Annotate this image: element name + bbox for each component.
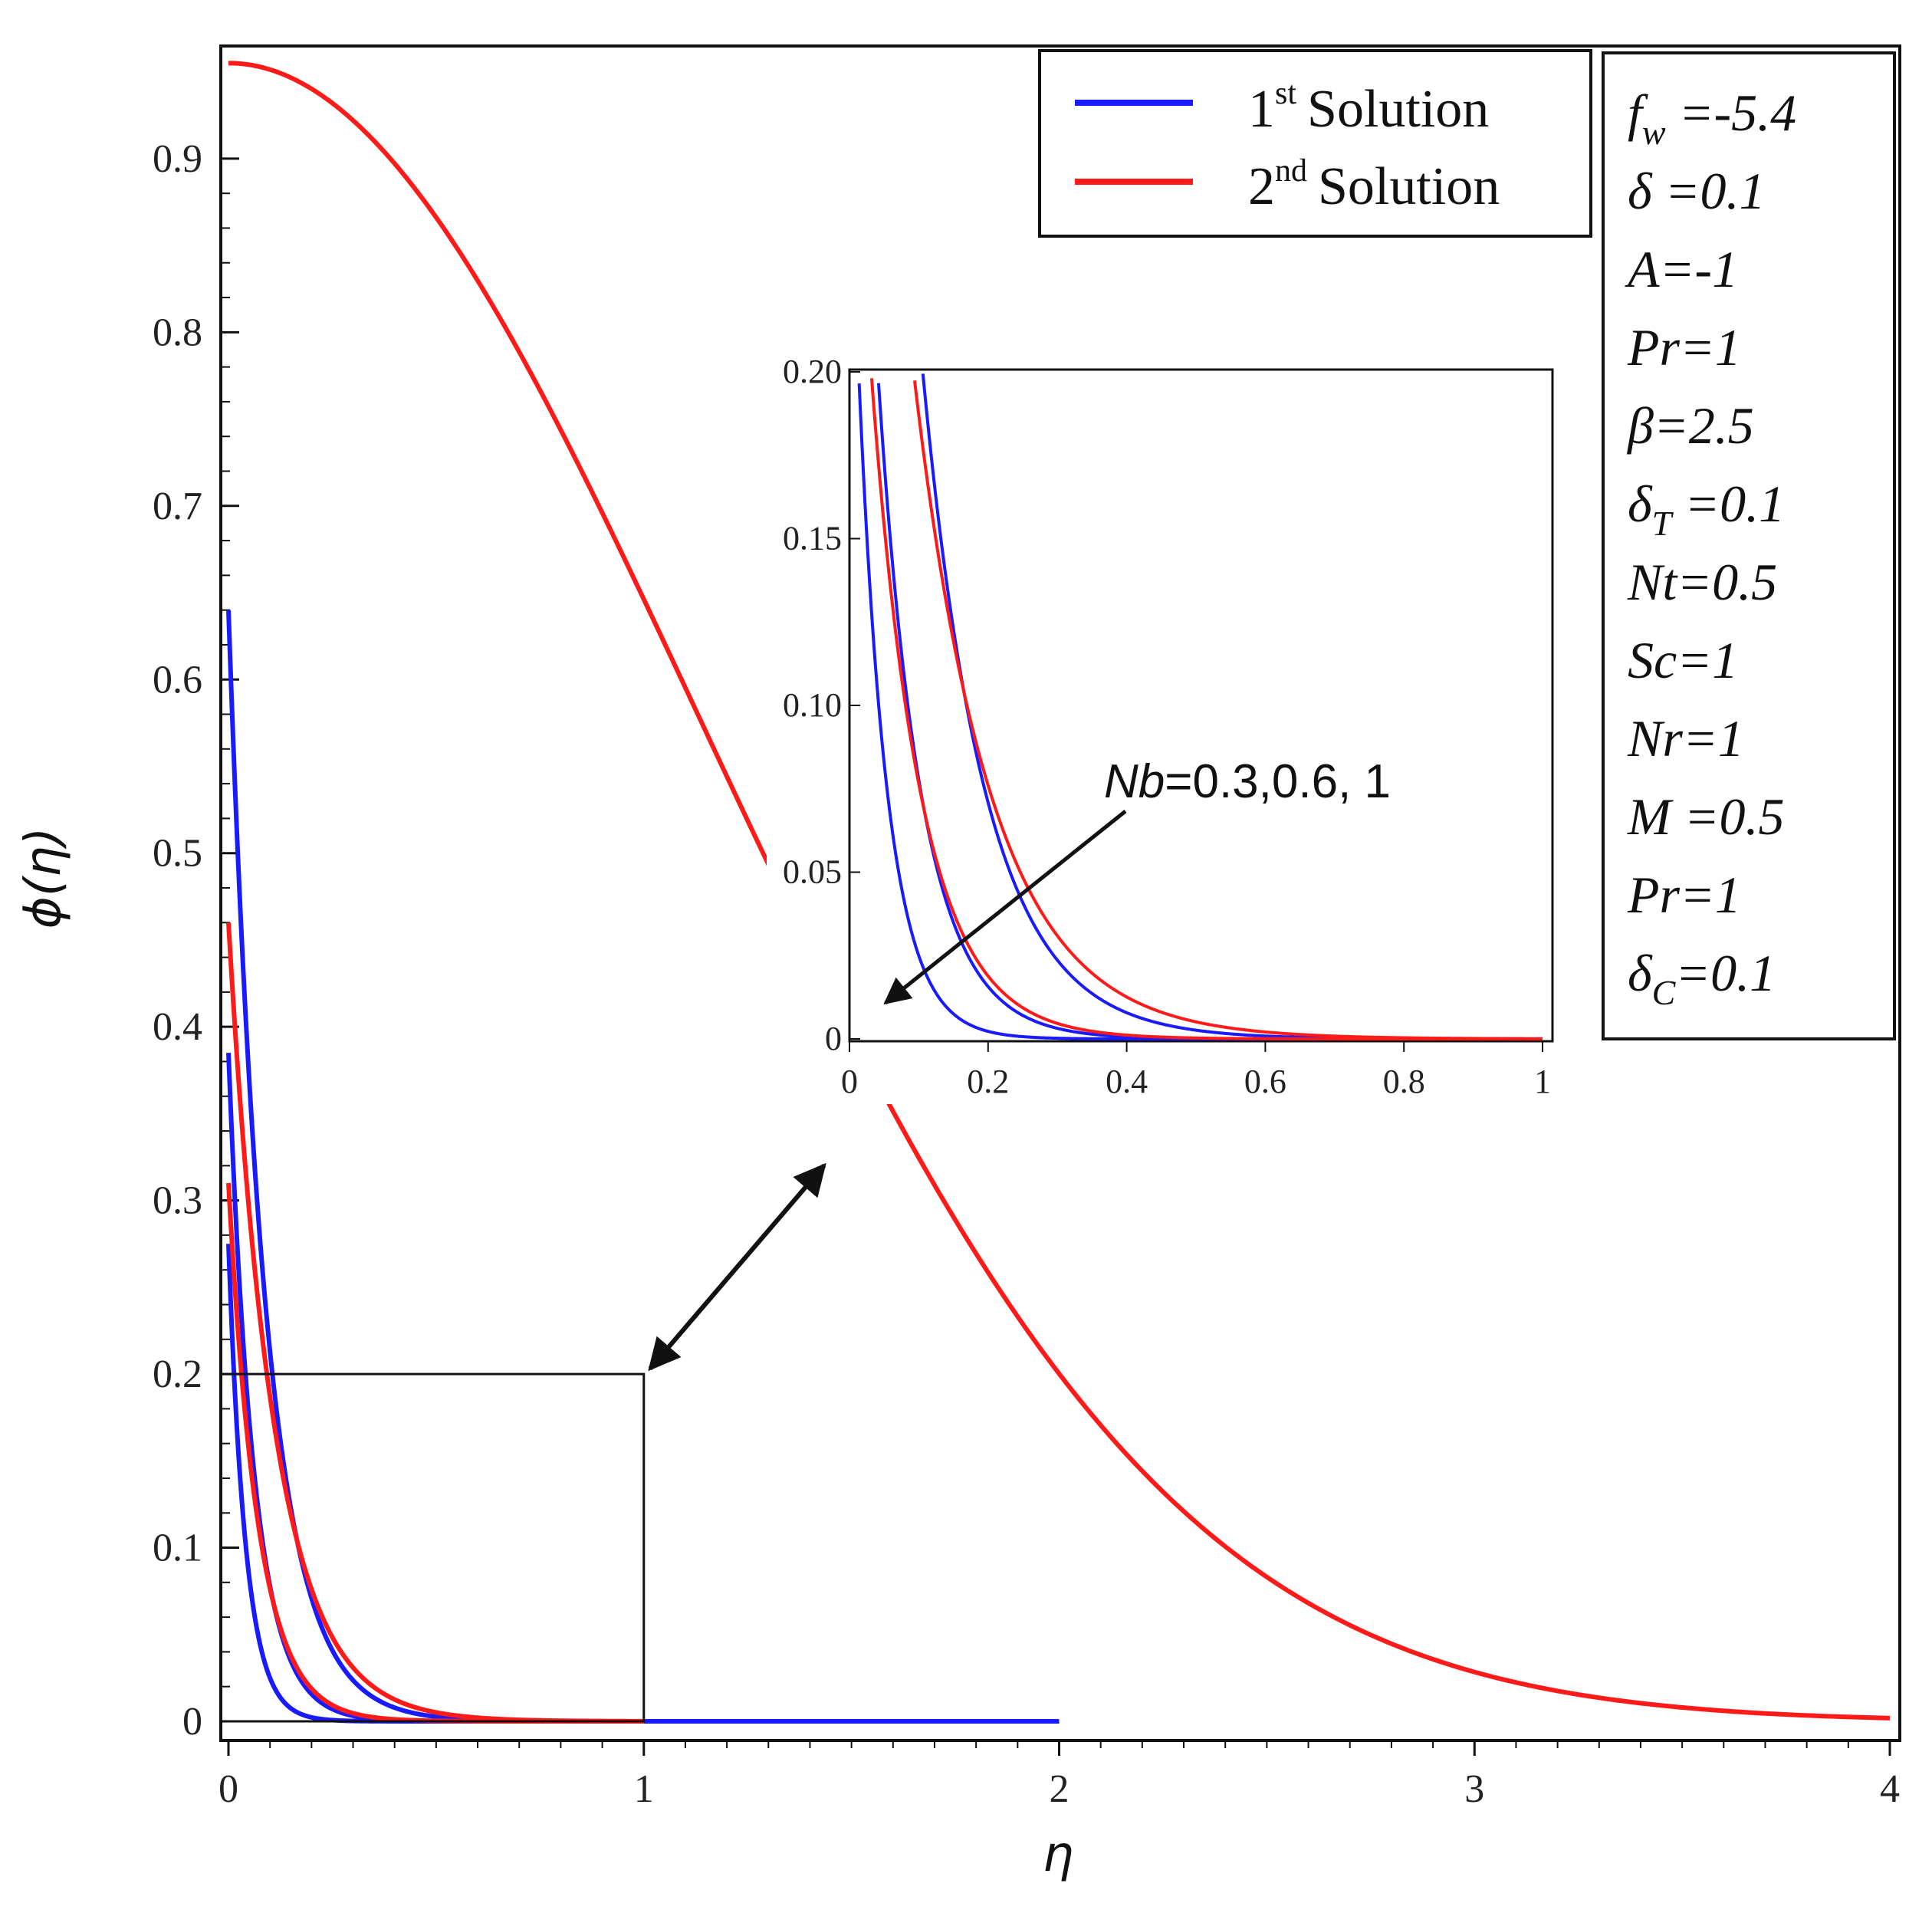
x-tick-label: 3 xyxy=(1464,1767,1484,1811)
y-tick-label: 0.7 xyxy=(153,485,202,528)
inset-y-ticks: 0 0.05 0.10 0.15 0.20 xyxy=(783,353,860,1057)
x-tick-label: 4 xyxy=(1880,1767,1900,1811)
series-line-6 xyxy=(226,1182,644,1724)
inset-x-tick-label: 0 xyxy=(841,1063,858,1100)
parameter-entry: A=-1 xyxy=(1625,240,1738,298)
y-tick-label: 0.3 xyxy=(153,1179,202,1223)
inset-x-tick-label: 0.6 xyxy=(1244,1063,1286,1100)
inset-y-tick-label: 0.10 xyxy=(783,686,842,724)
legend-label-first: 1st Solution xyxy=(1248,76,1489,139)
inset-y-tick-label: 0 xyxy=(825,1020,842,1057)
inset-x-tick-label: 0.2 xyxy=(967,1063,1009,1100)
y-tick-label: 0.6 xyxy=(153,658,202,702)
y-tick-label: 0.5 xyxy=(153,832,202,876)
parameter-frame xyxy=(1602,51,1896,1040)
x-axis-label: η xyxy=(1043,1826,1074,1883)
x-tick-label: 1 xyxy=(634,1767,654,1811)
parameter-entry: Pr=1 xyxy=(1627,318,1741,376)
parameter-entry: δC=0.1 xyxy=(1628,944,1776,1012)
parameter-box: fw =-5.4δ =0.1A=-1Pr=1β=2.5δT =0.1Nt=0.5… xyxy=(1602,51,1896,1040)
legend-label-second: 2nd Solution xyxy=(1248,153,1500,216)
y-tick-label: 0 xyxy=(182,1700,202,1744)
inset-y-tick-label: 0.05 xyxy=(783,853,842,891)
parameter-list: fw =-5.4δ =0.1A=-1Pr=1β=2.5δT =0.1Nt=0.5… xyxy=(1625,84,1796,1012)
parameter-entry: Nr=1 xyxy=(1627,709,1744,768)
legend-box xyxy=(1038,49,1592,238)
nb-annotation: Nb=0.3,0.6, 1 xyxy=(1104,755,1391,808)
y-tick-label: 0.8 xyxy=(153,311,202,354)
series-line-5 xyxy=(226,922,644,1724)
y-tick-label: 0.9 xyxy=(153,137,202,181)
inset-x-tick-label: 1 xyxy=(1534,1063,1551,1100)
inset-y-tick-label: 0.20 xyxy=(783,353,842,390)
parameter-entry: M =0.5 xyxy=(1627,787,1785,846)
parameter-entry: Nt=0.5 xyxy=(1627,553,1777,611)
legend: 1st Solution 2nd Solution xyxy=(1038,49,1592,238)
inset-plot: 0 0.05 0.10 0.15 0.20 0 0.2 0.4 0.6 0.8 1 Nb=0.3,… xyxy=(767,330,1564,1104)
y-tick-label: 0.1 xyxy=(153,1527,202,1570)
inset-x-ticks: 0 0.2 0.4 0.6 0.8 1 xyxy=(841,1041,1551,1100)
x-tick-label: 2 xyxy=(1050,1767,1070,1811)
parameter-entry: δT =0.1 xyxy=(1628,475,1785,543)
inset-x-tick-label: 0.4 xyxy=(1106,1063,1148,1100)
parameter-entry: β=2.5 xyxy=(1626,396,1754,455)
parameter-entry: δ =0.1 xyxy=(1628,162,1766,220)
inset-series-line-6 xyxy=(869,378,1543,1040)
y-axis-ticks: 0 0.1 0.2 0.3 0.4 0.5 0.6 0.7 0.8 0.9 xyxy=(153,137,239,1744)
inset-background xyxy=(767,330,1564,1104)
inset-x-tick-label: 0.8 xyxy=(1383,1063,1425,1100)
x-tick-label: 0 xyxy=(219,1767,238,1811)
nb-arrow xyxy=(883,810,1127,1005)
parameter-entry: Pr=1 xyxy=(1627,866,1741,924)
y-tick-label: 0.4 xyxy=(153,1005,202,1049)
x-axis-ticks: 0 1 2 3 4 xyxy=(219,1740,1900,1811)
inset-y-tick-label: 0.15 xyxy=(783,520,842,557)
inset-series xyxy=(857,373,1543,1040)
zoom-box xyxy=(219,1372,646,1723)
zoom-arrow xyxy=(648,1162,826,1372)
y-axis-label: ϕ(η) xyxy=(15,827,72,929)
series-line-4 xyxy=(228,61,1891,1721)
y-tick-label: 0.2 xyxy=(153,1353,202,1396)
parameter-entry: Sc=1 xyxy=(1628,631,1738,689)
